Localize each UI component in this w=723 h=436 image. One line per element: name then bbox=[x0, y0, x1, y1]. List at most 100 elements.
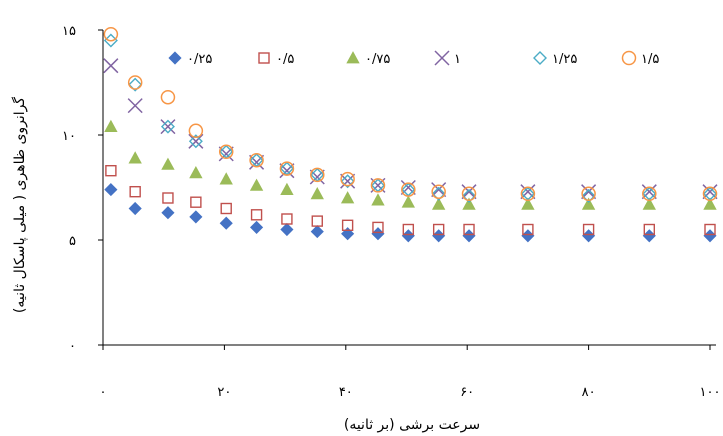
legend-marker bbox=[346, 51, 360, 64]
y-tick-label: ۵ bbox=[69, 234, 76, 249]
x-axis: ۰ ۲۰ ۴۰ ۶۰ ۸۰ ۱۰۰ bbox=[100, 345, 721, 400]
legend-item: ۱/۲۵ bbox=[533, 51, 577, 67]
data-point bbox=[103, 58, 119, 74]
data-point bbox=[400, 179, 416, 196]
data-point bbox=[189, 210, 203, 224]
legend-label: ۱ bbox=[454, 52, 461, 67]
data-point bbox=[340, 191, 355, 204]
data-point bbox=[581, 186, 596, 202]
data-point bbox=[704, 223, 716, 236]
data-point bbox=[220, 202, 232, 215]
data-point bbox=[521, 229, 535, 243]
data-point bbox=[160, 89, 176, 105]
x-tick-label: ۲۰ bbox=[217, 385, 231, 400]
data-point bbox=[280, 222, 294, 237]
legend-marker bbox=[168, 51, 182, 65]
x-tick-label: ۱۰۰ bbox=[700, 385, 721, 400]
data-point bbox=[641, 184, 657, 200]
data-point bbox=[340, 173, 356, 189]
data-point bbox=[309, 169, 325, 185]
data-point bbox=[128, 77, 143, 92]
data-point bbox=[401, 182, 416, 197]
data-point bbox=[310, 225, 324, 239]
data-point bbox=[104, 119, 118, 133]
data-point bbox=[219, 172, 233, 185]
data-point bbox=[462, 229, 476, 243]
data-point bbox=[103, 26, 119, 42]
data-point bbox=[249, 154, 265, 170]
data-point bbox=[703, 197, 717, 210]
legend-item: ۰/۵ bbox=[258, 52, 294, 67]
x-tick-label: ۰ bbox=[100, 385, 107, 400]
legend-marker bbox=[434, 50, 450, 66]
legend-item: ۰/۷۵ bbox=[346, 51, 390, 67]
data-point bbox=[642, 186, 657, 202]
data-point bbox=[340, 171, 355, 187]
legend-label: ۱/۵ bbox=[641, 52, 659, 67]
data-point bbox=[188, 123, 204, 139]
data-point bbox=[521, 197, 535, 210]
x-axis-title: سرعت برشی (بر ثانیه) bbox=[344, 417, 480, 433]
x-tick-label: ۶۰ bbox=[460, 385, 474, 400]
data-point bbox=[128, 201, 142, 216]
data-point bbox=[249, 178, 264, 191]
data-point bbox=[401, 195, 415, 208]
series-1 bbox=[104, 183, 717, 243]
data-point bbox=[520, 184, 536, 200]
data-point bbox=[219, 216, 233, 230]
data-point bbox=[463, 223, 475, 236]
data-point bbox=[431, 184, 446, 199]
data-point bbox=[372, 221, 384, 234]
data-point bbox=[218, 144, 234, 160]
series-3 bbox=[104, 119, 717, 210]
data-point bbox=[161, 206, 175, 220]
data-point bbox=[702, 186, 718, 202]
data-point bbox=[160, 119, 176, 135]
data-point bbox=[582, 223, 595, 236]
data-point bbox=[581, 188, 596, 203]
data-point bbox=[188, 133, 204, 149]
data-point bbox=[703, 229, 717, 243]
y-tick-label: ۱۵ bbox=[62, 24, 76, 39]
data-point bbox=[642, 197, 656, 210]
data-point bbox=[341, 219, 354, 232]
series-6 bbox=[103, 26, 718, 202]
y-axis: ۰ ۵ ۱۰ ۱۵ bbox=[62, 24, 103, 354]
legend-marker bbox=[533, 51, 547, 65]
data-point bbox=[281, 213, 293, 225]
data-point bbox=[431, 186, 446, 201]
data-point bbox=[642, 229, 656, 243]
data-point bbox=[432, 229, 446, 243]
legend-marker bbox=[621, 50, 637, 66]
data-point bbox=[462, 197, 476, 210]
data-point bbox=[250, 220, 264, 234]
x-tick-label: ۴۰ bbox=[339, 385, 353, 400]
data-point bbox=[160, 119, 175, 134]
data-point bbox=[104, 183, 118, 197]
plot-area bbox=[102, 30, 716, 346]
y-tick-label: ۱۰ bbox=[62, 129, 76, 144]
data-point bbox=[128, 151, 142, 164]
data-point bbox=[522, 223, 534, 236]
data-point bbox=[401, 229, 415, 243]
legend-label: ۱/۲۵ bbox=[552, 52, 577, 67]
data-point bbox=[127, 75, 143, 90]
data-point bbox=[341, 227, 355, 241]
legend-label: ۰/۲۵ bbox=[187, 52, 212, 67]
data-point bbox=[520, 186, 536, 202]
data-point bbox=[129, 185, 141, 198]
data-point bbox=[371, 193, 385, 206]
data-point bbox=[105, 164, 117, 177]
data-point bbox=[702, 184, 718, 200]
y-axis-title: گرانروی ظاهری ( میلی پاسکال ثانیه) bbox=[11, 97, 28, 313]
legend-label: ۰/۵ bbox=[276, 52, 294, 67]
data-point bbox=[250, 209, 263, 221]
data-point bbox=[162, 192, 174, 204]
data-point bbox=[190, 196, 202, 208]
data-point bbox=[432, 223, 445, 236]
data-point bbox=[461, 186, 477, 202]
data-point bbox=[188, 134, 203, 149]
data-point bbox=[431, 197, 446, 210]
data-point bbox=[581, 197, 596, 210]
